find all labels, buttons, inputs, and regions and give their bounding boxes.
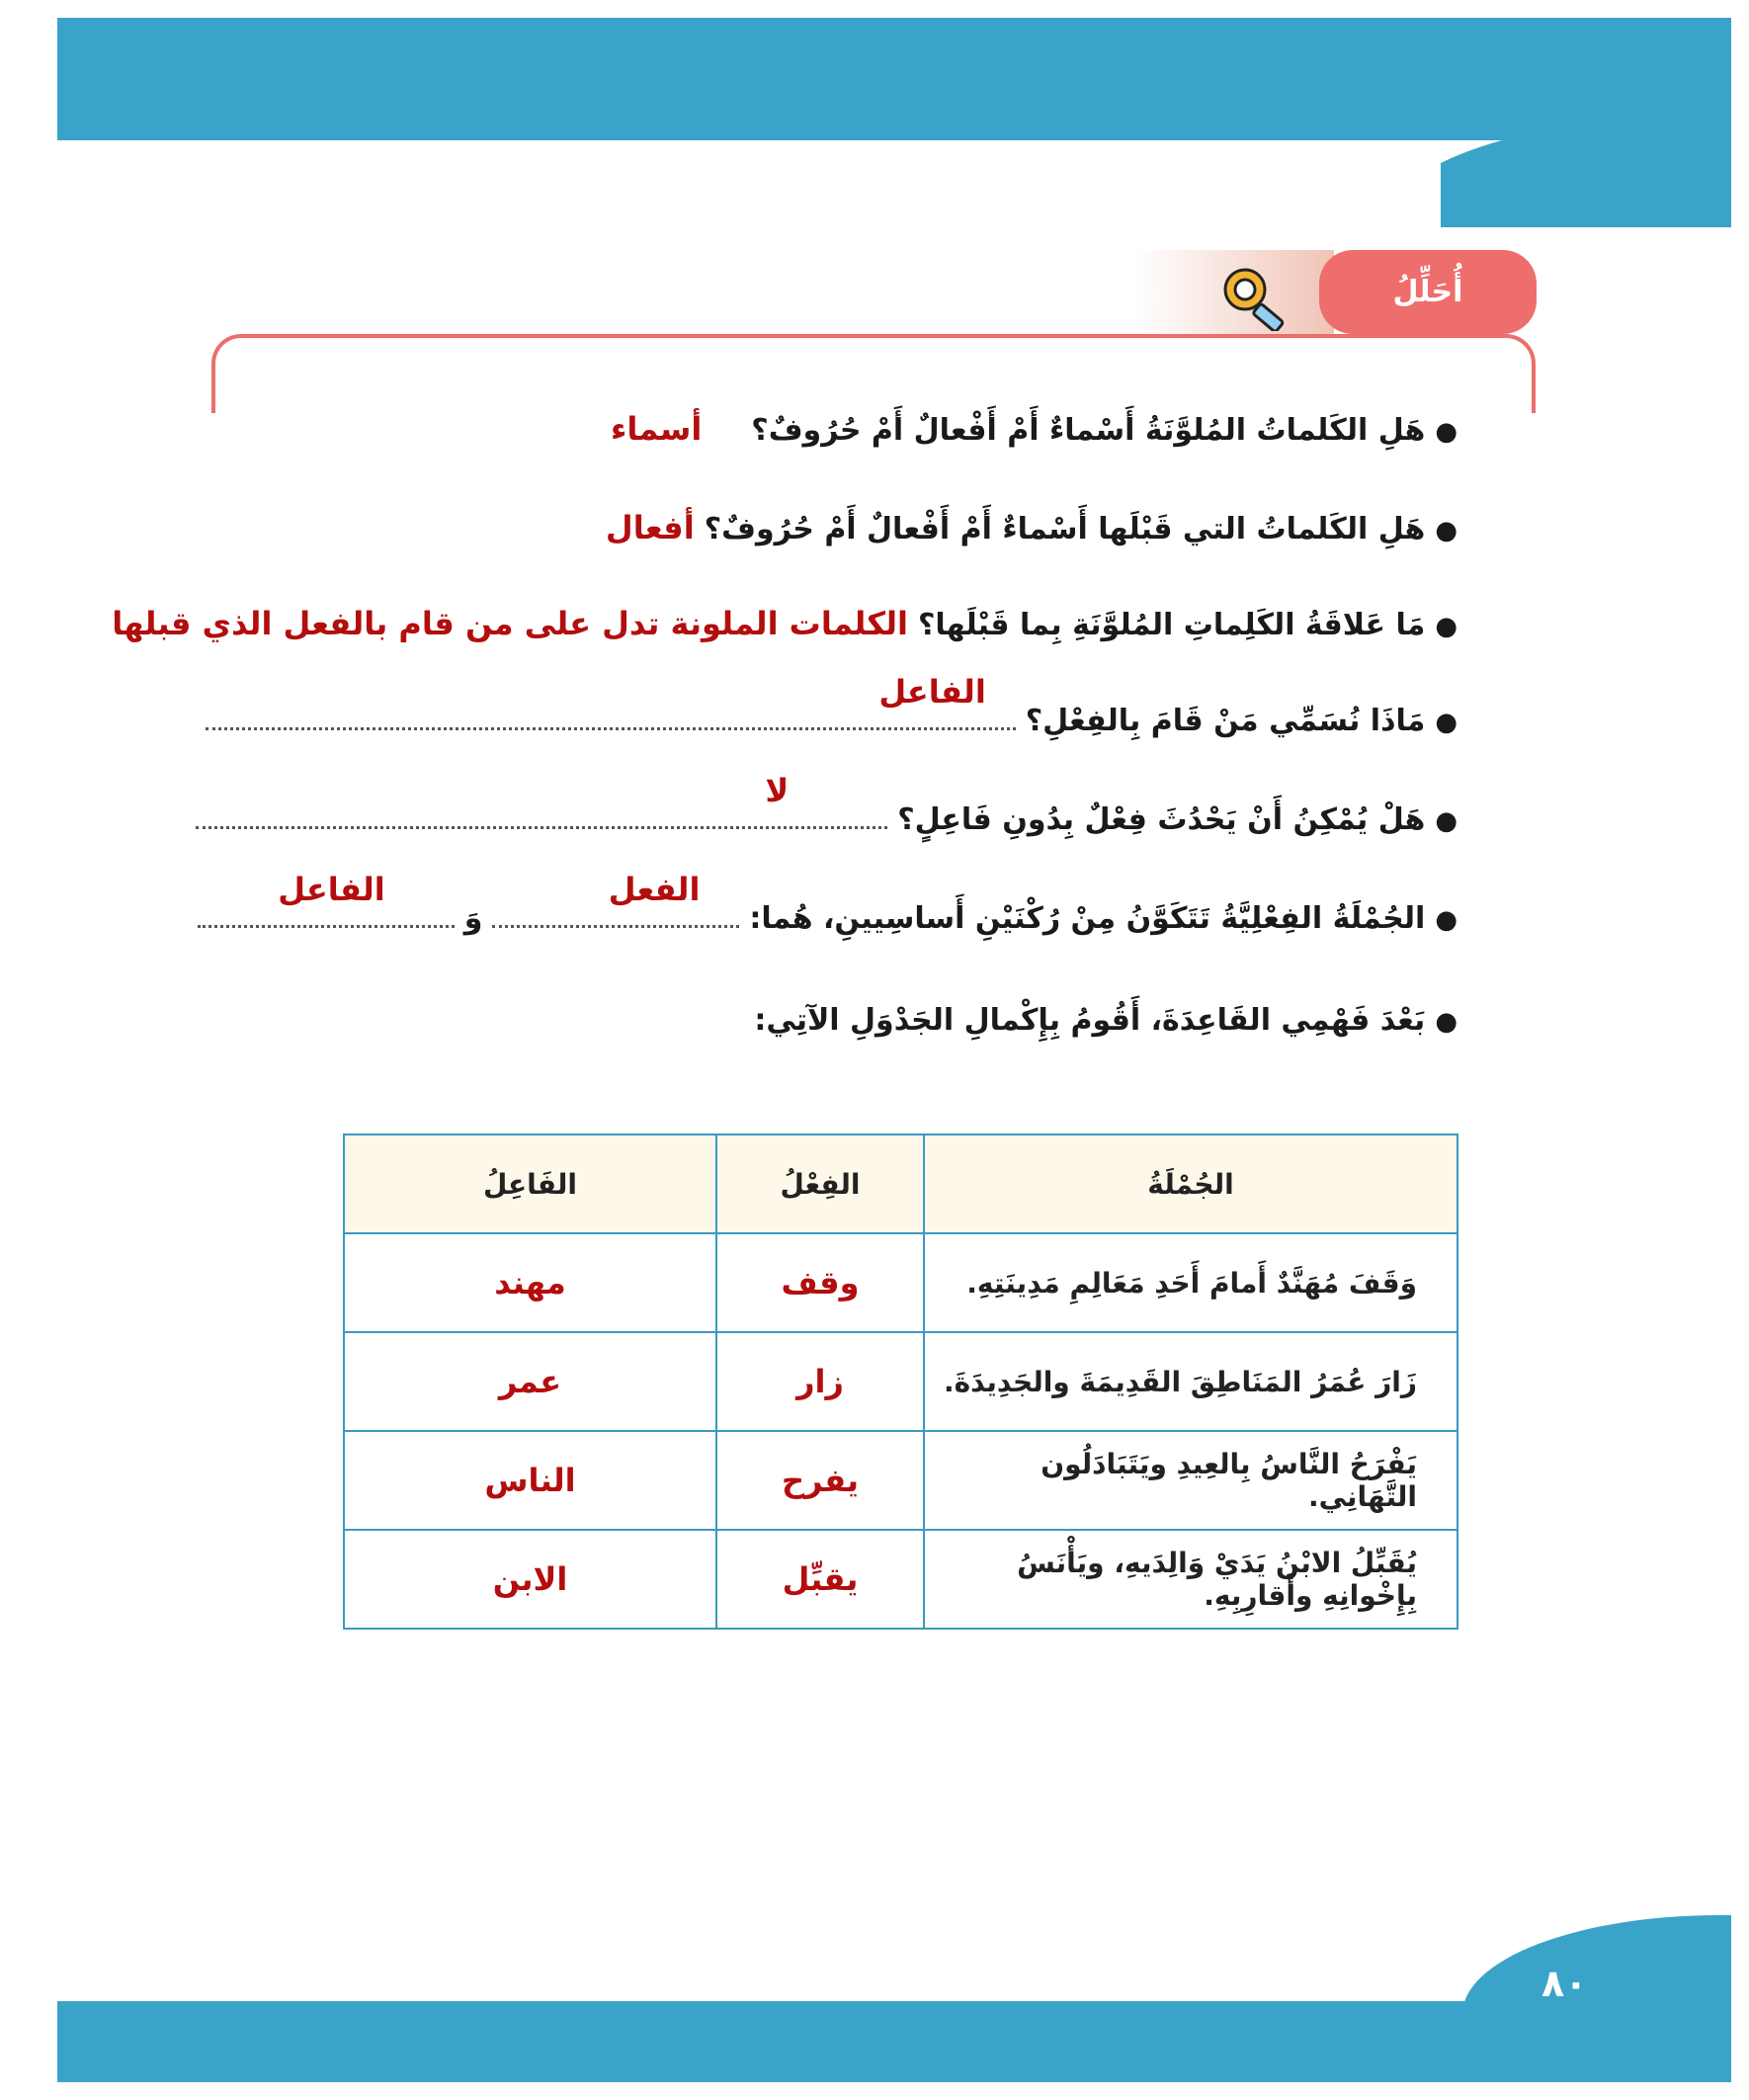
- verb-cell: يفرح: [715, 1430, 925, 1531]
- header-sentence: الجُمْلَةُ: [923, 1134, 1458, 1234]
- connector: وَ: [463, 901, 483, 936]
- answer: الفعل: [608, 871, 701, 908]
- question-text: هَلِ الكَلماتُ التي قَبْلَها أَسْماءٌ أَ…: [704, 512, 1426, 546]
- sentence-cell: يَفْرَحُ النَّاسُ بِالعِيدِ ويَتَبَادَلُ…: [923, 1430, 1458, 1531]
- question-4: ● مَاذَا نُسَمِّي مَنْ قَامَ بِالفِعْلِ؟ ا…: [205, 673, 1458, 738]
- question-2: ● هَلِ الكَلماتُ التي قَبْلَها أَسْماءٌ أ…: [605, 509, 1458, 546]
- table-row: وَقَفَ مُهَنَّدٌ أَمامَ أَحَدِ مَعَالِمِ…: [343, 1232, 1458, 1333]
- table-row: يَفْرَحُ النَّاسُ بِالعِيدِ ويَتَبَادَلُ…: [343, 1430, 1458, 1531]
- question-7: ● بَعْدَ فَهْمِي القَاعِدَةَ، أَقُومُ بِإ…: [754, 1003, 1458, 1038]
- table-row: يُقَبِّلُ الابْنُ يَدَيْ وَالِدَيهِ، ويَ…: [343, 1529, 1458, 1630]
- answer: أفعال: [605, 509, 695, 546]
- answer: أسماء: [611, 410, 703, 448]
- question-text: مَا عَلاقَةُ الكَلِماتِ المُلوَّنَةِ بِم…: [917, 608, 1426, 642]
- sentence-cell: زَارَ عُمَرُ المَنَاطِقَ القَدِيمَةَ وال…: [923, 1331, 1458, 1432]
- verb-cell: وقف: [715, 1232, 925, 1333]
- sentence-cell: يُقَبِّلُ الابْنُ يَدَيْ وَالِدَيهِ، ويَ…: [923, 1529, 1458, 1630]
- subject-cell: مهند: [343, 1232, 717, 1333]
- header-verb: الفِعْلُ: [715, 1134, 925, 1234]
- question-3: ● مَا عَلاقَةُ الكَلِماتِ المُلوَّنَةِ بِ…: [112, 605, 1458, 642]
- sentence-cell: وَقَفَ مُهَنَّدٌ أَمامَ أَحَدِ مَعَالِمِ…: [923, 1232, 1458, 1333]
- answer: الكلمات الملونة تدل على من قام بالفعل ال…: [112, 605, 908, 642]
- answer: الفاعل: [278, 871, 385, 908]
- question-6: ● الجُمْلَةُ الفِعْلِيَّةُ تَتَكَوَّنُ مِ…: [197, 871, 1458, 936]
- question-text: الجُمْلَةُ الفِعْلِيَّةُ تَتَكَوَّنُ مِن…: [749, 901, 1426, 936]
- question-1: ● هَلِ الكَلماتُ المُلوَّنَةُ أَسْماءٌ أَ…: [611, 410, 1458, 448]
- subject-cell: الابن: [343, 1529, 717, 1630]
- footer-curve: [1462, 1915, 1731, 2014]
- magnifier-gear-icon: [1223, 268, 1285, 331]
- question-text: هَلْ يُمْكِنُ أَنْ يَحْدُثَ فِعْلٌ بِدُو…: [897, 802, 1426, 837]
- section-title: أُحَلِّلُ: [1319, 250, 1537, 334]
- section-frame: [211, 334, 1536, 413]
- question-text: هَلِ الكَلماتُ المُلوَّنَةُ أَسْماءٌ أَم…: [751, 413, 1426, 448]
- table-header: الجُمْلَةُ الفِعْلُ الفَاعِلُ: [343, 1134, 1458, 1234]
- footer-band: [57, 2001, 1731, 2082]
- header-subject: الفَاعِلُ: [343, 1134, 717, 1234]
- verb-cell: يقبِّل: [715, 1529, 925, 1630]
- answer: الفاعل: [878, 673, 986, 711]
- verb-cell: زار: [715, 1331, 925, 1432]
- subject-cell: عمر: [343, 1331, 717, 1432]
- verb-subject-table: الجُمْلَةُ الفِعْلُ الفَاعِلُ وَقَفَ مُه…: [343, 1134, 1458, 1630]
- header-band: [57, 18, 1731, 140]
- table-row: زَارَ عُمَرُ المَنَاطِقَ القَدِيمَةَ وال…: [343, 1331, 1458, 1432]
- page-number: ٨٠: [1541, 1962, 1588, 2005]
- answer: لا: [765, 772, 790, 809]
- question-5: ● هَلْ يُمْكِنُ أَنْ يَحْدُثَ فِعْلٌ بِدُ…: [196, 772, 1458, 837]
- subject-cell: الناس: [343, 1430, 717, 1531]
- question-text: بَعْدَ فَهْمِي القَاعِدَةَ، أَقُومُ بِإِ…: [754, 1003, 1426, 1038]
- question-text: مَاذَا نُسَمِّي مَنْ قَامَ بِالفِعْلِ؟: [1025, 704, 1426, 738]
